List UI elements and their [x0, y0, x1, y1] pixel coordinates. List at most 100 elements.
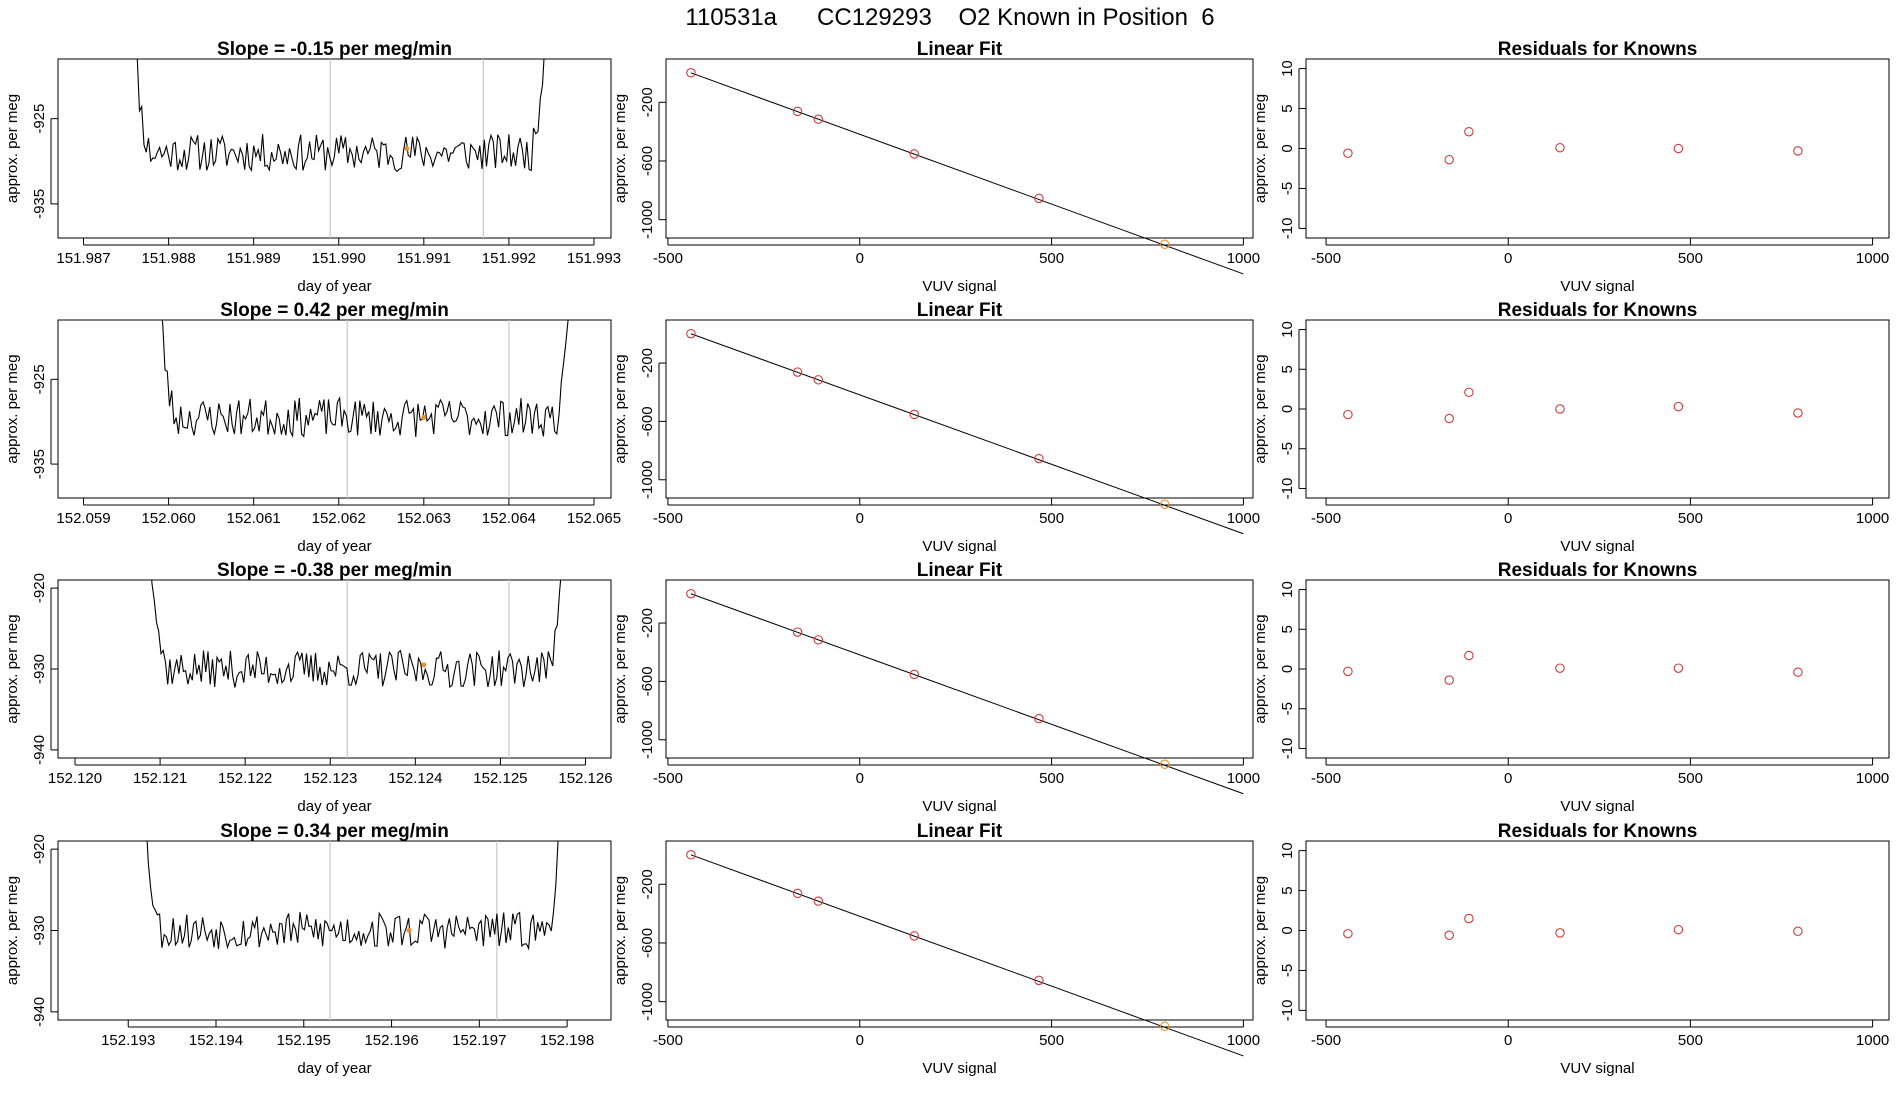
data-point: [686, 328, 696, 339]
x-tick-label: -500: [653, 510, 683, 527]
y-tick-label: 5: [1279, 104, 1296, 112]
y-tick-label: -1000: [639, 982, 656, 1020]
y-axis-label: approx. per meg: [612, 354, 629, 463]
x-axis-label: VUV signal: [922, 1060, 996, 1077]
panel-r3-resid: Residuals for Knowns VUV signal approx. pe…: [1252, 821, 1890, 1077]
x-axis-label: VUV signal: [1560, 278, 1634, 295]
data-point: [1793, 926, 1803, 937]
y-tick-label: 0: [1279, 926, 1296, 934]
x-tick-label: 500: [1678, 250, 1703, 267]
panel-title: Slope = 0.42 per meg/min: [220, 300, 449, 321]
panel-title: Linear Fit: [917, 39, 1003, 60]
y-tick-label: -10: [1279, 1000, 1296, 1022]
x-tick-label: 0: [1504, 770, 1512, 787]
x-tick-label: 500: [1678, 1032, 1703, 1049]
x-tick-label: -500: [653, 770, 683, 787]
data-point: [813, 635, 824, 645]
y-tick-label: 0: [1279, 405, 1296, 413]
data-point: [1555, 663, 1565, 673]
x-tick-label: 0: [856, 250, 864, 267]
data-point: [1673, 401, 1684, 412]
x-tick-label: 500: [1039, 1032, 1064, 1049]
x-tick-label: 1000: [1227, 770, 1260, 787]
x-tick-label: 0: [1504, 250, 1512, 267]
x-tick-label: 500: [1678, 510, 1703, 527]
x-axis-label: day of year: [297, 538, 371, 555]
data-point: [1343, 666, 1353, 677]
y-tick-label: 10: [1279, 581, 1296, 598]
x-tick-label: -500: [653, 1032, 683, 1049]
x-tick-label: 151.993: [567, 250, 621, 267]
x-tick-label: 152.060: [141, 510, 195, 527]
plot-frame: [665, 840, 1254, 1021]
plot-frame: [1305, 319, 1890, 499]
data-point: [1034, 713, 1044, 724]
panel-r2-signal: Slope = -0.38 per meg/min day of year appr…: [4, 560, 613, 815]
data-point: [909, 409, 919, 420]
data-point: [813, 114, 824, 124]
y-axis-label: approx. per meg: [1252, 876, 1269, 985]
x-tick-label: 1000: [1227, 250, 1260, 267]
data-point: [813, 896, 824, 906]
y-tick-label: -200: [639, 869, 656, 899]
data-point: [686, 588, 696, 599]
data-point: [1464, 913, 1474, 924]
panel-title: Slope = -0.38 per meg/min: [217, 560, 452, 581]
y-axis-label: approx. per meg: [612, 876, 629, 985]
y-tick-label: -600: [639, 406, 656, 436]
x-tick-label: 1000: [1856, 1032, 1889, 1049]
known-marker: [421, 414, 427, 420]
y-tick-label: -600: [639, 928, 656, 958]
y-axis-label: approx. per meg: [4, 876, 21, 985]
y-tick-label: -5: [1279, 702, 1296, 715]
data-point: [1034, 453, 1044, 464]
plot-frame: [1305, 579, 1890, 759]
y-tick-label: -925: [31, 364, 48, 394]
y-tick-label: -940: [31, 997, 48, 1027]
x-tick-label: 500: [1039, 510, 1064, 527]
y-tick-label: -935: [31, 449, 48, 479]
plot-frame: [57, 58, 612, 239]
y-tick-label: 0: [1279, 144, 1296, 152]
x-tick-label: 152.197: [452, 1032, 506, 1049]
data-point: [1673, 924, 1684, 935]
plot-frame: [665, 58, 1254, 239]
panel-r2-fit: Linear Fit VUV signal approx. per meg -500 0…: [612, 560, 1260, 815]
known-marker: [406, 928, 412, 933]
plot-frame: [57, 319, 612, 499]
panel-title: Slope = -0.15 per meg/min: [217, 39, 452, 60]
x-tick-label: 152.123: [303, 770, 357, 787]
data-point: [813, 375, 824, 385]
panel-r1-resid: Residuals for Knowns VUV signal approx. pe…: [1252, 300, 1890, 555]
y-axis-label: approx. per meg: [612, 94, 629, 203]
y-tick-label: -930: [31, 915, 48, 945]
data-point: [1160, 759, 1170, 770]
x-axis-label: VUV signal: [1560, 1060, 1634, 1077]
data-point: [686, 850, 696, 860]
x-tick-label: 152.193: [101, 1032, 155, 1049]
data-point: [909, 669, 919, 680]
y-tick-label: -5: [1279, 182, 1296, 195]
x-tick-label: 152.120: [48, 770, 102, 787]
x-tick-label: 0: [856, 510, 864, 527]
x-tick-label: 152.198: [540, 1032, 594, 1049]
data-point: [1444, 930, 1454, 941]
data-point: [909, 149, 919, 159]
data-point: [1343, 928, 1353, 939]
data-point: [792, 106, 803, 117]
data-point: [1160, 239, 1170, 250]
y-tick-label: -925: [31, 104, 48, 134]
y-tick-label: -5: [1279, 964, 1296, 977]
plot-frame: [57, 840, 612, 1021]
data-point: [1464, 126, 1474, 137]
x-tick-label: 152.063: [397, 510, 451, 527]
x-tick-label: 152.126: [558, 770, 612, 787]
data-point: [1555, 404, 1565, 414]
y-tick-label: -1000: [639, 721, 656, 759]
x-tick-label: 500: [1039, 770, 1064, 787]
data-point: [1793, 408, 1803, 418]
x-tick-label: 151.990: [312, 250, 366, 267]
known-marker: [421, 662, 427, 668]
y-axis-label: approx. per meg: [1252, 354, 1269, 463]
panel-r0-fit: Linear Fit VUV signal approx. per meg -500 0…: [612, 39, 1260, 295]
